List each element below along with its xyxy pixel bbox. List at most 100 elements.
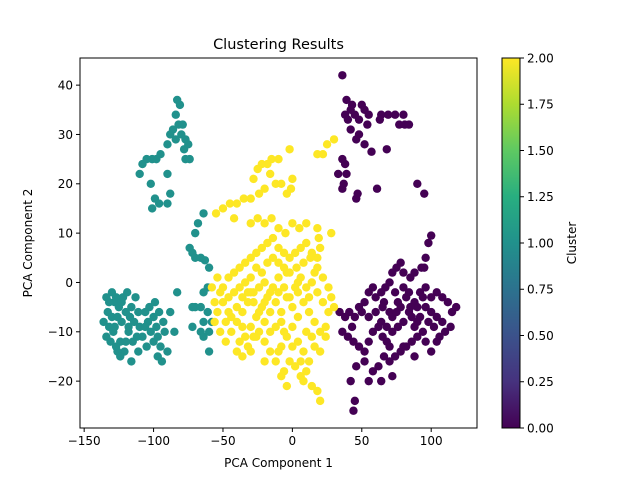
data-point-cluster-1 [200,256,210,265]
data-point-cluster-2 [229,268,239,277]
data-point-cluster-2 [299,376,308,386]
data-point-cluster-0 [339,179,348,188]
data-point-cluster-0 [364,312,373,322]
data-point-cluster-1 [142,342,151,351]
data-point-cluster-0 [338,71,347,80]
data-point-cluster-2 [274,288,283,297]
data-point-cluster-2 [210,317,219,327]
data-point-cluster-1 [146,327,155,336]
data-point-cluster-2 [260,337,269,346]
data-point-cluster-1 [116,352,125,361]
data-point-cluster-0 [371,307,380,317]
data-point-cluster-2 [288,174,297,184]
data-point-cluster-2 [302,327,311,336]
data-point-cluster-0 [438,317,447,327]
data-point-cluster-1 [111,293,121,302]
data-point-cluster-2 [274,154,283,164]
data-point-cluster-0 [335,307,344,317]
data-point-cluster-1 [159,317,168,327]
data-point-cluster-1 [121,337,131,346]
data-point-cluster-1 [204,327,214,336]
data-point-cluster-0 [432,337,441,346]
data-point-cluster-0 [399,317,408,327]
data-point-cluster-2 [274,258,283,267]
data-point-cluster-1 [152,322,161,332]
data-point-cluster-0 [413,317,422,327]
data-point-cluster-2 [227,327,236,336]
data-point-cluster-2 [279,248,289,258]
data-point-cluster-1 [163,199,172,208]
data-point-cluster-2 [307,278,317,287]
data-point-cluster-2 [327,228,336,238]
data-point-cluster-2 [260,357,269,366]
data-point-cluster-2 [224,307,233,317]
data-point-cluster-1 [170,327,179,336]
data-point-cluster-2 [279,327,289,336]
data-point-cluster-1 [154,307,164,317]
data-point-cluster-2 [304,293,314,302]
data-point-cluster-1 [199,317,208,327]
data-point-cluster-0 [342,169,351,179]
data-point-cluster-2 [213,307,222,317]
data-point-cluster-1 [204,347,214,356]
data-point-cluster-1 [160,327,169,336]
data-point-cluster-2 [322,140,332,149]
data-point-cluster-0 [367,147,376,156]
data-point-cluster-1 [166,307,175,317]
data-point-cluster-2 [307,381,317,391]
data-point-cluster-2 [271,298,280,307]
data-point-cluster-2 [225,199,235,208]
data-point-cluster-2 [254,189,264,198]
data-point-cluster-1 [102,332,111,341]
data-point-cluster-0 [349,337,358,346]
data-point-cluster-0 [440,327,450,336]
data-point-cluster-2 [265,169,275,179]
data-point-cluster-0 [393,322,403,332]
data-point-cluster-0 [443,298,453,307]
y-tick-label: 40 [58,78,73,92]
data-point-cluster-2 [299,298,308,307]
data-point-cluster-2 [290,248,300,258]
data-point-cluster-0 [413,179,422,188]
x-tick-label: 0 [289,434,297,448]
data-point-cluster-0 [338,327,347,336]
data-point-cluster-1 [135,169,144,179]
data-point-cluster-2 [249,298,258,307]
y-tick-label: 10 [58,226,73,240]
data-point-cluster-2 [310,317,319,327]
data-point-cluster-0 [354,342,364,351]
data-point-cluster-2 [253,214,262,223]
data-point-cluster-2 [238,293,247,302]
colorbar-tick-label: 0.25 [527,375,554,389]
data-point-cluster-2 [314,233,323,243]
x-axis-label: PCA Component 1 [224,456,333,470]
data-point-cluster-0 [353,189,362,198]
data-point-cluster-2 [267,214,276,223]
data-point-cluster-0 [429,322,439,332]
data-point-cluster-0 [372,184,382,193]
data-point-cluster-1 [113,312,122,322]
data-point-cluster-2 [302,238,311,248]
data-point-cluster-0 [383,110,393,119]
data-point-cluster-2 [321,322,330,332]
data-point-cluster-0 [377,376,386,386]
data-point-cluster-2 [211,209,221,218]
data-point-cluster-2 [224,273,233,282]
y-tick-label: 30 [58,128,73,142]
colorbar-tick-label: 1.25 [527,190,554,204]
data-point-cluster-2 [279,283,289,292]
data-point-cluster-1 [172,288,182,297]
data-point-cluster-2 [288,219,297,228]
data-point-cluster-2 [302,283,311,292]
data-point-cluster-0 [385,342,394,351]
data-point-cluster-1 [191,228,200,238]
data-point-cluster-0 [364,110,373,119]
data-point-cluster-0 [388,372,397,381]
colorbar-tick-label: 1.00 [527,236,554,250]
data-point-cluster-2 [254,283,264,292]
data-point-cluster-0 [343,115,353,124]
data-point-cluster-0 [407,337,416,346]
data-point-cluster-2 [221,317,230,327]
data-point-cluster-0 [407,312,416,322]
data-point-cluster-0 [421,337,430,346]
